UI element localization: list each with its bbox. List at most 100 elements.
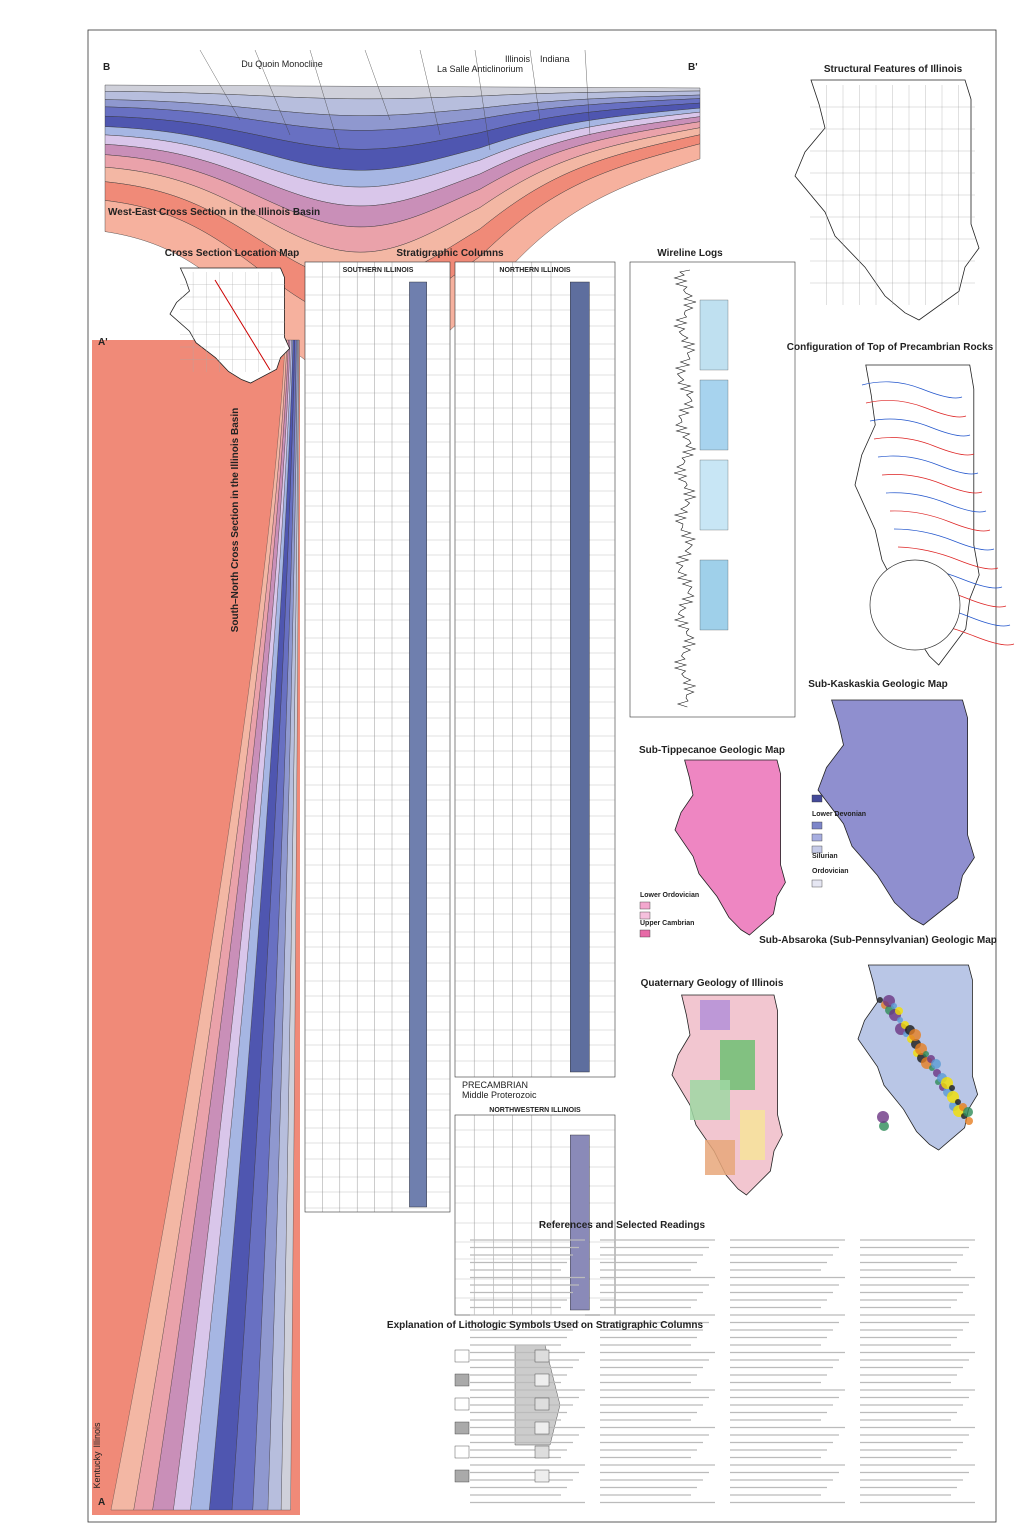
section-title: Wireline Logs [657, 248, 723, 259]
legend-heading: Upper Cambrian [640, 920, 694, 927]
callout-line [364, 49, 391, 121]
label: A [98, 1497, 105, 1508]
label: Illinois [92, 1422, 102, 1448]
section-title: Sub-Tippecanoe Geologic Map [639, 745, 785, 756]
section-line [214, 279, 271, 371]
legend-heading: Ordovician [812, 868, 849, 875]
contour [877, 455, 979, 475]
litho-symbol [454, 1349, 470, 1363]
litho-symbol [454, 1373, 470, 1387]
label: PRECAMBRIAN [462, 1080, 528, 1090]
litho-strip [570, 1134, 590, 1311]
label: Illinois [505, 54, 531, 64]
label: Indiana [540, 54, 570, 64]
map-kaskaskia [817, 699, 975, 926]
rock-layer [110, 339, 287, 1511]
outcrop [897, 1017, 903, 1023]
section-title: South–North Cross Section in the Illinoi… [230, 408, 241, 632]
litho-strip [409, 281, 427, 1208]
section-title: Structural Features of Illinois [824, 64, 963, 75]
decoration [92, 49, 1015, 1515]
contour [893, 528, 995, 551]
outcrop [923, 1051, 929, 1057]
contour [869, 418, 971, 437]
contour [861, 381, 963, 399]
outcrop [891, 1003, 897, 1009]
legend-heading: Lower Ordovician [640, 892, 699, 899]
contour [865, 400, 967, 418]
label: B' [688, 62, 698, 73]
outcrop [931, 1059, 941, 1069]
log-fill [699, 299, 729, 371]
legend-heading: Silurian [812, 853, 838, 860]
map-unit [690, 1080, 730, 1120]
legend-swatch [811, 833, 823, 842]
outcrop [879, 1121, 889, 1131]
litho-symbol [454, 1445, 470, 1459]
column-heading: SOUTHERN ILLINOIS [343, 267, 414, 274]
section-title: Configuration of Top of Precambrian Rock… [787, 342, 994, 353]
outcrop [877, 997, 883, 1003]
legend-swatch [639, 911, 651, 920]
litho-symbol [534, 1469, 550, 1483]
map-structural [794, 79, 980, 321]
frame [87, 29, 997, 1523]
callout-line [529, 49, 541, 121]
legend-swatch [639, 929, 651, 938]
litho-symbol [534, 1445, 550, 1459]
outcrop [965, 1117, 973, 1125]
map-tippecanoe [674, 759, 786, 936]
map-unit [700, 1000, 730, 1030]
litho-symbol [534, 1421, 550, 1435]
contour [873, 437, 975, 456]
legend-swatch [811, 794, 823, 803]
log-fill [699, 379, 729, 451]
litho-symbol [534, 1373, 550, 1387]
legend-heading: Lower Devonian [812, 811, 866, 818]
contour [889, 510, 991, 532]
callout-line [474, 49, 491, 151]
litho-symbol [454, 1469, 470, 1483]
legend-swatch [811, 845, 823, 854]
label: La Salle Anticlinorium [437, 64, 523, 74]
outcrop [909, 1029, 921, 1041]
callout-line [309, 49, 341, 151]
callout-line [199, 49, 241, 121]
legend-swatch [639, 901, 651, 910]
map-unit [705, 1140, 735, 1175]
litho-strip [570, 281, 590, 1073]
log-fill [699, 459, 729, 531]
outcrop [963, 1107, 973, 1117]
section-title: West-East Cross Section in the Illinois … [108, 207, 320, 218]
outcrop [949, 1085, 955, 1091]
litho-symbol [454, 1397, 470, 1411]
litho-symbol [454, 1421, 470, 1435]
label: Du Quoin Monocline [241, 59, 323, 69]
outcrop [877, 1111, 889, 1123]
column-frame [454, 261, 616, 1078]
label: Middle Proterozoic [462, 1090, 537, 1100]
column-heading: NORTHERN ILLINOIS [499, 267, 570, 274]
outcrop [895, 1007, 903, 1015]
litho-symbol [534, 1397, 550, 1411]
section-title: Sub-Absaroka (Sub-Pennsylvanian) Geologi… [759, 935, 997, 946]
section-title: References and Selected Readings [539, 1220, 706, 1231]
map-location [169, 267, 291, 384]
legend-swatch [811, 821, 823, 830]
section-title: Quaternary Geology of Illinois [641, 978, 784, 989]
callout-line [584, 49, 591, 136]
log-fill [699, 559, 729, 631]
litho-symbol [534, 1349, 550, 1363]
inset [869, 559, 961, 651]
column-heading: NORTHWESTERN ILLINOIS [489, 1107, 581, 1114]
label: B [103, 62, 110, 73]
outcrop [955, 1099, 961, 1105]
label: A' [98, 337, 108, 348]
callout-line [254, 49, 291, 136]
contour [881, 474, 983, 494]
contour [897, 546, 999, 570]
section-title: Explanation of Lithologic Symbols Used o… [387, 1320, 704, 1331]
section-title: Cross Section Location Map [165, 248, 299, 259]
section-title: Sub-Kaskaskia Geologic Map [808, 679, 948, 690]
